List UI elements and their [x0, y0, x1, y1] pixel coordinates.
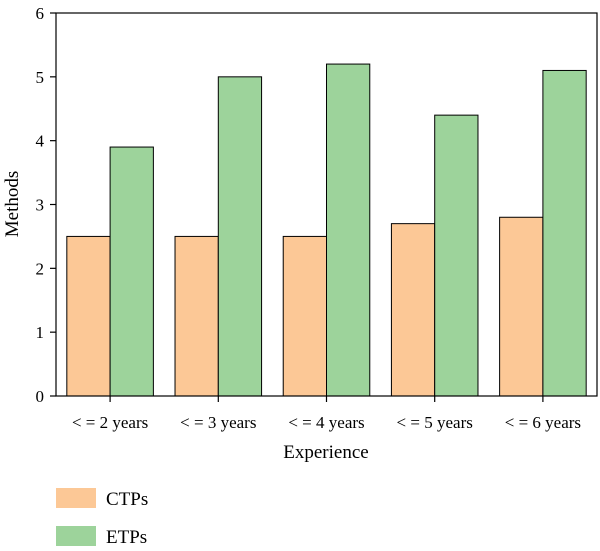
x-tick-label: < = 3 years [180, 413, 256, 432]
x-tick-label: < = 6 years [505, 413, 581, 432]
x-axis: < = 2 years < = 3 years < = 4 years < = 5 y… [72, 396, 581, 432]
legend-swatch-etps [56, 526, 96, 546]
x-tick-label: < = 4 years [288, 413, 364, 432]
bar-ctps [174, 235, 219, 397]
y-tick-label: 0 [36, 387, 45, 406]
bar-ctps [390, 223, 436, 397]
bars-group [66, 63, 587, 397]
legend: CTPs ETPs [56, 488, 148, 548]
legend-label-etps: ETPs [106, 527, 147, 548]
y-tick-label: 5 [36, 68, 45, 87]
x-tick-label: < = 5 years [397, 413, 473, 432]
bar-etps [542, 69, 587, 397]
bar-etps [326, 63, 371, 397]
y-axis-title: Methods [2, 171, 23, 238]
bar-ctps [282, 235, 327, 397]
y-tick-label: 4 [36, 132, 45, 151]
x-tick-label: < = 2 years [72, 413, 148, 432]
y-axis: 0 1 2 3 4 5 6 [36, 4, 56, 406]
legend-swatch-ctps [56, 488, 96, 508]
y-tick-label: 6 [36, 4, 45, 23]
bar-etps [434, 114, 479, 397]
bar-etps [109, 146, 154, 397]
bar-etps [217, 76, 263, 397]
y-tick-label: 2 [36, 259, 45, 278]
bar-ctps [499, 216, 544, 397]
legend-label-ctps: CTPs [106, 489, 148, 510]
bar-ctps [66, 235, 111, 397]
x-axis-title: Experience [283, 442, 368, 463]
y-tick-label: 1 [36, 323, 45, 342]
y-tick-label: 3 [36, 196, 45, 215]
